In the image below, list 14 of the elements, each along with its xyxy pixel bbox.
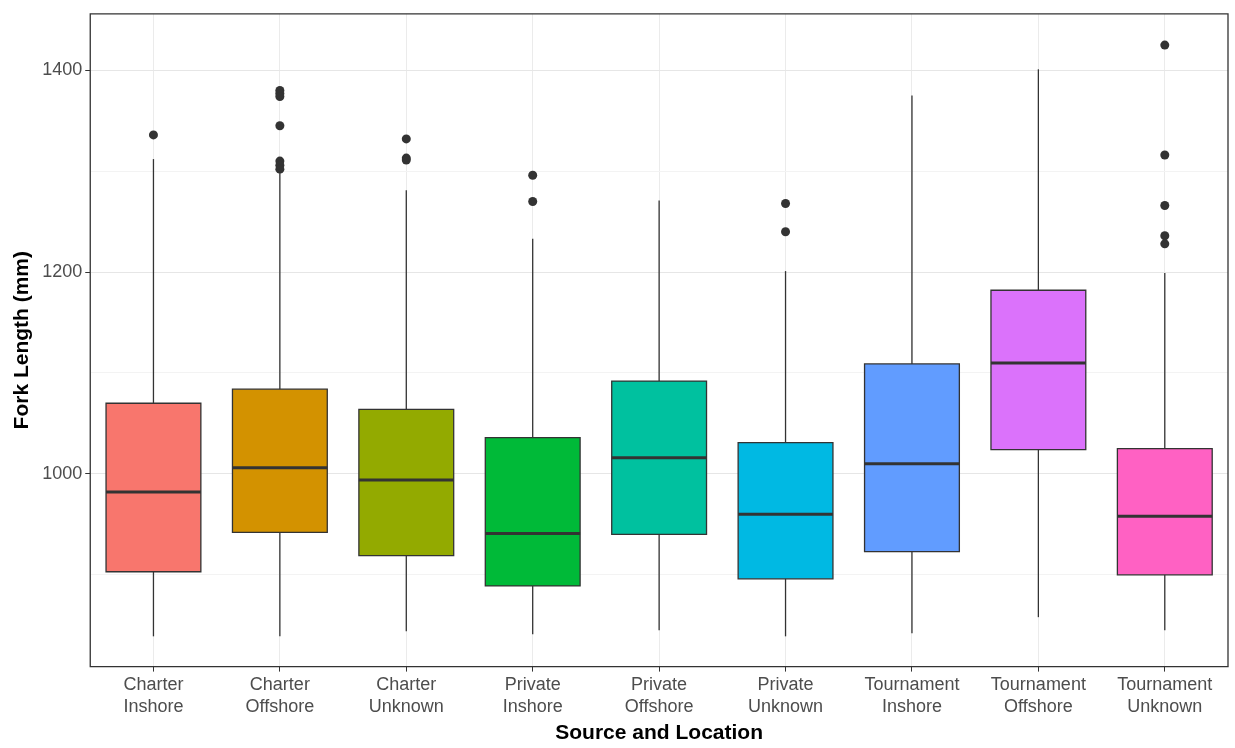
x-tick-label: Charter Unknown <box>368 674 444 716</box>
y-tick-label: 1400 <box>42 59 83 80</box>
x-tick-label: Charter Inshore <box>123 674 184 716</box>
x-tick-label: Tournament Unknown <box>1117 674 1213 716</box>
y-tick-label: 1200 <box>42 261 83 282</box>
x-tick-label: Private Inshore <box>502 674 563 716</box>
x-tick-label: Tournament Inshore <box>864 674 960 716</box>
x-axis-title: Source and Location <box>555 720 763 744</box>
x-tick-label: Private Unknown <box>748 674 824 716</box>
y-axis-title: Fork Length (mm) <box>9 250 33 430</box>
x-tick-label: Private Offshore <box>624 674 694 716</box>
x-tick-label: Charter Offshore <box>245 674 315 716</box>
y-tick-label: 1000 <box>42 462 83 483</box>
x-tick-label: Tournament Offshore <box>990 674 1086 716</box>
